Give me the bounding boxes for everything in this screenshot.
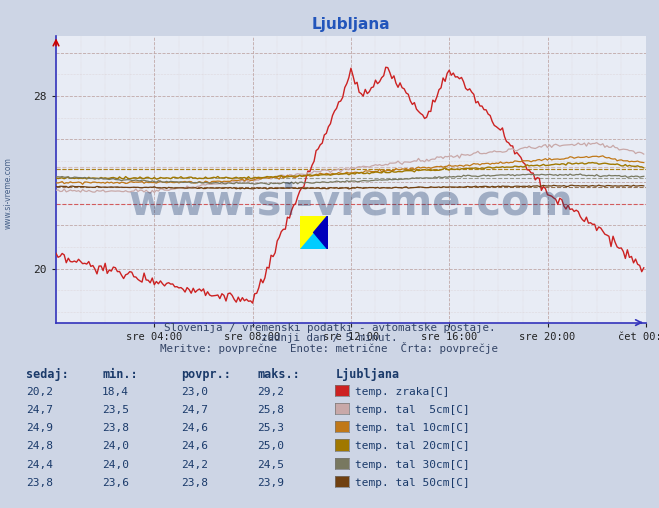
Text: zadnji dan / 5 minut.: zadnji dan / 5 minut. bbox=[261, 333, 398, 343]
Text: 23,8: 23,8 bbox=[102, 423, 129, 433]
Polygon shape bbox=[300, 216, 328, 249]
Text: 25,0: 25,0 bbox=[257, 441, 284, 452]
Text: 25,8: 25,8 bbox=[257, 405, 284, 415]
Text: 24,6: 24,6 bbox=[181, 441, 208, 452]
Text: 25,3: 25,3 bbox=[257, 423, 284, 433]
Text: temp. tal 20cm[C]: temp. tal 20cm[C] bbox=[355, 441, 469, 452]
Polygon shape bbox=[300, 216, 328, 249]
Text: 24,4: 24,4 bbox=[26, 460, 53, 470]
Text: 24,2: 24,2 bbox=[181, 460, 208, 470]
Text: Meritve: povprečne  Enote: metrične  Črta: povprečje: Meritve: povprečne Enote: metrične Črta:… bbox=[161, 341, 498, 354]
Text: 29,2: 29,2 bbox=[257, 387, 284, 397]
Text: 18,4: 18,4 bbox=[102, 387, 129, 397]
Text: 20,2: 20,2 bbox=[26, 387, 53, 397]
Text: Ljubljana: Ljubljana bbox=[336, 368, 400, 382]
Text: min.:: min.: bbox=[102, 368, 138, 382]
Text: 23,6: 23,6 bbox=[102, 478, 129, 488]
Text: www.si-vreme.com: www.si-vreme.com bbox=[129, 181, 573, 223]
Text: 23,8: 23,8 bbox=[26, 478, 53, 488]
Text: 24,0: 24,0 bbox=[102, 460, 129, 470]
Text: 23,5: 23,5 bbox=[102, 405, 129, 415]
Text: www.si-vreme.com: www.si-vreme.com bbox=[3, 157, 13, 229]
Text: 24,0: 24,0 bbox=[102, 441, 129, 452]
Title: Ljubljana: Ljubljana bbox=[312, 17, 390, 31]
Text: 24,9: 24,9 bbox=[26, 423, 53, 433]
Text: povpr.:: povpr.: bbox=[181, 368, 231, 382]
Text: 24,8: 24,8 bbox=[26, 441, 53, 452]
Text: 24,5: 24,5 bbox=[257, 460, 284, 470]
Text: temp. zraka[C]: temp. zraka[C] bbox=[355, 387, 449, 397]
Text: 24,7: 24,7 bbox=[26, 405, 53, 415]
Text: 23,8: 23,8 bbox=[181, 478, 208, 488]
Text: 23,0: 23,0 bbox=[181, 387, 208, 397]
Polygon shape bbox=[314, 216, 328, 249]
Text: temp. tal 30cm[C]: temp. tal 30cm[C] bbox=[355, 460, 469, 470]
Text: temp. tal 50cm[C]: temp. tal 50cm[C] bbox=[355, 478, 469, 488]
Text: 23,9: 23,9 bbox=[257, 478, 284, 488]
Text: temp. tal  5cm[C]: temp. tal 5cm[C] bbox=[355, 405, 469, 415]
Text: temp. tal 10cm[C]: temp. tal 10cm[C] bbox=[355, 423, 469, 433]
Text: 24,6: 24,6 bbox=[181, 423, 208, 433]
Text: maks.:: maks.: bbox=[257, 368, 300, 382]
Text: 24,7: 24,7 bbox=[181, 405, 208, 415]
Text: sedaj:: sedaj: bbox=[26, 368, 69, 382]
Text: Slovenija / vremenski podatki - avtomatske postaje.: Slovenija / vremenski podatki - avtomats… bbox=[163, 323, 496, 333]
